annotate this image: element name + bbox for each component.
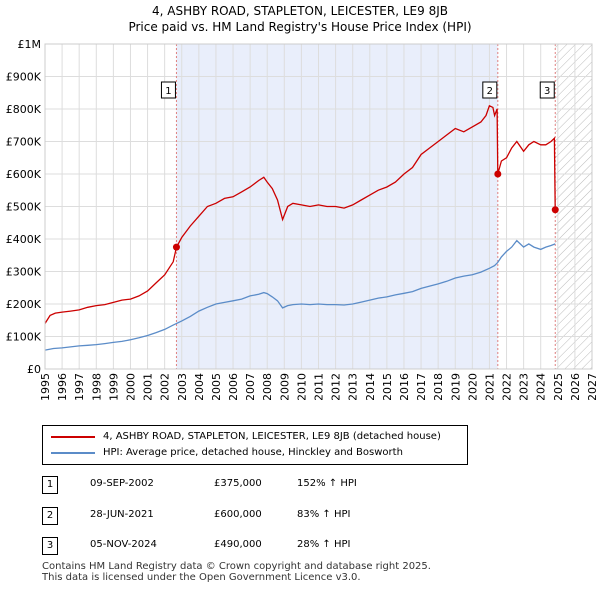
sale-row: 1 09-SEP-2002 £375,000 152% ↑ HPI — [42, 476, 562, 494]
x-tick-label: 2005 — [210, 373, 223, 400]
x-tick-label: 2016 — [398, 373, 411, 400]
sale-row: 2 28-JUN-2021 £600,000 83% ↑ HPI — [42, 507, 562, 525]
x-tick-label: 2012 — [330, 373, 343, 400]
y-tick-label: £800K — [6, 103, 42, 116]
x-tick-label: 1998 — [90, 373, 103, 400]
y-tick-label: £1M — [18, 38, 42, 51]
sale-row: 3 05-NOV-2024 £490,000 28% ↑ HPI — [42, 537, 562, 555]
sale-marker-label: 3 — [544, 86, 550, 97]
y-tick-label: £0 — [27, 363, 41, 376]
x-tick-label: 1996 — [56, 373, 69, 400]
y-tick-label: £200K — [6, 298, 42, 311]
chart-title: 4, ASHBY ROAD, STAPLETON, LEICESTER, LE9… — [152, 4, 448, 18]
x-tick-label: 2017 — [415, 373, 428, 400]
sale-point — [494, 170, 502, 178]
x-tick-label: 1997 — [73, 373, 86, 400]
x-tick-label: 2020 — [466, 373, 479, 400]
footer: Contains HM Land Registry data © Crown c… — [42, 561, 431, 583]
sale-hpi-change: 83% ↑ HPI — [297, 509, 351, 520]
sale-price: £490,000 — [214, 539, 262, 550]
x-tick-label: 2001 — [142, 373, 155, 400]
price-chart: 1 2 3 £0 £100K £200K £300K £400K £500K £600K £700K… — [6, 38, 599, 400]
x-tick-label: 2019 — [449, 373, 462, 400]
legend-swatch-property — [51, 436, 95, 438]
sale-number-badge: 2 — [42, 507, 58, 525]
sale-price: £600,000 — [214, 509, 262, 520]
x-tick-label: 2009 — [278, 373, 291, 400]
chart-subtitle: Price paid vs. HM Land Registry's House … — [128, 20, 472, 34]
x-tick-label: 2021 — [483, 373, 496, 400]
plot-frame — [44, 43, 593, 370]
x-tick-label: 2013 — [347, 373, 360, 400]
x-tick-label: 2010 — [295, 373, 308, 400]
hpi-line — [44, 239, 556, 351]
x-tick-label: 1995 — [39, 373, 52, 400]
sale-price: £375,000 — [214, 478, 262, 489]
sale-hpi-change: 28% ↑ HPI — [297, 539, 351, 550]
sale-date: 09-SEP-2002 — [90, 478, 154, 489]
x-tick-label: 2018 — [432, 373, 445, 400]
x-tick-label: 2008 — [261, 373, 274, 400]
sale-point — [172, 243, 180, 251]
x-tick-label: 2004 — [193, 373, 206, 400]
legend: 4, ASHBY ROAD, STAPLETON, LEICESTER, LE9… — [42, 425, 468, 465]
x-tick-label: 2027 — [586, 373, 599, 400]
footer-copyright: Contains HM Land Registry data © Crown c… — [42, 561, 431, 572]
x-tick-label: 2014 — [364, 373, 377, 400]
x-tick-label: 2000 — [124, 373, 137, 400]
sale-hpi-change: 152% ↑ HPI — [297, 478, 357, 489]
sale-date: 28-JUN-2021 — [90, 509, 154, 520]
y-tick-label: £100K — [6, 331, 42, 344]
y-tick-label: £400K — [6, 233, 42, 246]
x-tick-label: 2025 — [552, 373, 565, 400]
sale-date: 05-NOV-2024 — [90, 539, 157, 550]
sale-marker-box — [160, 81, 176, 99]
legend-label-property: 4, ASHBY ROAD, STAPLETON, LEICESTER, LE9… — [103, 431, 441, 442]
x-tick-label: 2007 — [244, 373, 257, 400]
sale-marker-box — [539, 81, 555, 99]
x-tick-label: 2026 — [569, 373, 582, 400]
x-tick-label: 2011 — [313, 373, 326, 400]
sale-marker-label: 1 — [165, 86, 171, 97]
legend-swatch-hpi — [51, 452, 95, 454]
y-tick-label: £900K — [6, 71, 42, 84]
sale-number-badge: 3 — [42, 537, 58, 555]
sale-marker-box — [482, 81, 498, 99]
footer-licence: This data is licensed under the Open Gov… — [42, 572, 361, 583]
sale-number-badge: 1 — [42, 476, 58, 494]
x-tick-label: 1999 — [107, 373, 120, 400]
x-tick-label: 2022 — [501, 373, 514, 400]
property-price-line — [44, 104, 556, 324]
y-tick-label: £600K — [6, 168, 42, 181]
y-tick-label: £700K — [6, 136, 42, 149]
y-tick-label: £500K — [6, 201, 42, 214]
x-tick-label: 2023 — [518, 373, 531, 400]
x-tick-label: 2015 — [381, 373, 394, 400]
x-tick-label: 2003 — [176, 373, 189, 400]
y-tick-label: £300K — [6, 266, 42, 279]
sale-point — [551, 206, 559, 214]
x-tick-label: 2024 — [535, 373, 548, 400]
x-tick-label: 2002 — [159, 373, 172, 400]
sale-marker-label: 2 — [487, 86, 493, 97]
x-tick-label: 2006 — [227, 373, 240, 400]
legend-label-hpi: HPI: Average price, detached house, Hinc… — [103, 447, 403, 458]
